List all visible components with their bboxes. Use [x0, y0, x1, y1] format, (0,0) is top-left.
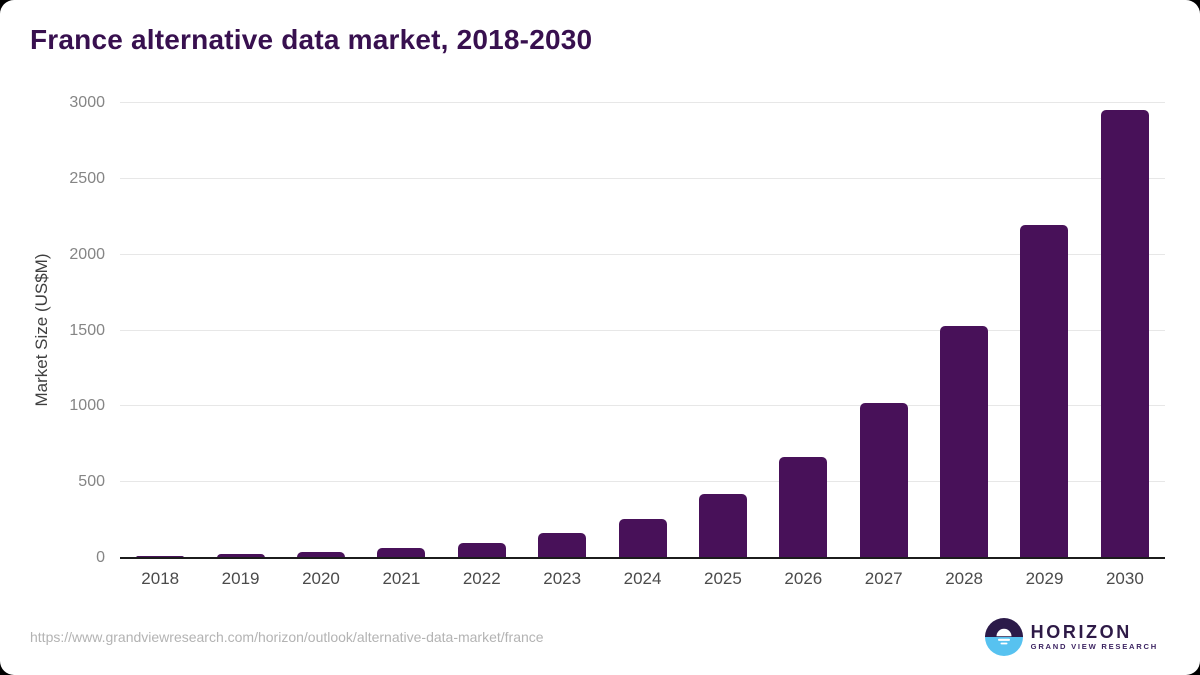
gridline-2000 [120, 253, 1165, 255]
bar-cell-2024: 2024 [602, 103, 682, 588]
x-tick-label-2022: 2022 [462, 569, 501, 588]
x-tick-label-2027: 2027 [864, 569, 903, 588]
x-tick-label-2026: 2026 [784, 569, 823, 588]
bar-2028 [940, 325, 989, 558]
gridline-2500 [120, 177, 1165, 179]
bar-cell-2021: 2021 [361, 103, 441, 588]
bar-2025 [698, 494, 747, 558]
bar-2029 [1020, 224, 1069, 558]
bar-2019 [216, 553, 265, 558]
brand-tagline: GRAND VIEW RESEARCH [1030, 642, 1158, 651]
bar-cell-2028: 2028 [924, 103, 1004, 588]
page-title: France alternative data market, 2018-203… [30, 24, 593, 55]
logo-sky-half [984, 618, 1023, 637]
x-tick-label-2018: 2018 [141, 569, 180, 588]
gridline-1000 [120, 405, 1165, 407]
bar-cell-2019: 2019 [200, 103, 280, 588]
logo-sea-half [984, 637, 1023, 656]
x-tick-label-2023: 2023 [543, 569, 582, 588]
bar-2018 [136, 555, 185, 558]
brand-name: HORIZON [1030, 622, 1132, 642]
y-axis-ticks: 0 500 1000 1500 2000 2500 3000 [0, 94, 105, 566]
gridline-500 [120, 481, 1165, 483]
gridline-3000 [120, 102, 1165, 103]
bar-cell-2025: 2025 [683, 103, 763, 588]
x-tick-label-2021: 2021 [382, 569, 421, 588]
bar-cell-2018: 2018 [120, 103, 200, 588]
x-tick-label-2029: 2029 [1025, 569, 1064, 588]
bar-2024 [618, 518, 667, 558]
bar-2027 [859, 403, 908, 558]
logo-sun [996, 628, 1012, 637]
y-tick-label-1000: 1000 [69, 397, 105, 415]
gridline-1500 [120, 329, 1165, 331]
bar-cell-2026: 2026 [763, 103, 843, 588]
plot-area: 2018 2019 2020 2021 2022 2023 2024 2025 2026 2027… [120, 102, 1165, 588]
y-tick-label-500: 500 [78, 473, 105, 491]
bar-2026 [779, 456, 828, 558]
bar-2020 [296, 551, 345, 558]
bar-cell-2027: 2027 [844, 103, 924, 588]
horizon-sun-circle-icon [984, 618, 1023, 656]
y-tick-label-2000: 2000 [69, 245, 105, 263]
bar-2030 [1100, 110, 1149, 558]
source-url: https://www.grandviewresearch.com/horizo… [30, 629, 544, 645]
x-tick-label-2019: 2019 [221, 569, 260, 588]
x-axis-line [120, 557, 1165, 559]
gridlines [120, 102, 1165, 558]
y-tick-label-3000: 3000 [69, 94, 105, 111]
bar-2022 [457, 543, 506, 558]
bar-cell-2029: 2029 [1004, 103, 1084, 588]
bar-cell-2023: 2023 [522, 103, 602, 588]
logo-reflection-2 [1000, 642, 1008, 645]
bar-cell-2020: 2020 [281, 103, 361, 588]
x-tick-label-2028: 2028 [945, 569, 984, 588]
x-tick-label-2025: 2025 [704, 569, 742, 588]
logo-reflection-1 [997, 638, 1010, 641]
bar-2023 [538, 533, 587, 558]
brand-text: HORIZON GRAND VIEW RESEARCH [1031, 622, 1158, 652]
y-tick-label-1500: 1500 [69, 321, 105, 339]
x-tick-label-2024: 2024 [623, 569, 662, 588]
y-tick-label-2500: 2500 [69, 169, 105, 187]
bar-2021 [377, 548, 426, 558]
bar-cell-2030: 2030 [1085, 103, 1165, 588]
bars-row: 2018 2019 2020 2021 2022 2023 2024 2025 2026 2027… [120, 103, 1165, 588]
y-tick-label-0: 0 [96, 549, 105, 566]
brand-logo-group: HORIZON GRAND VIEW RESEARCH [984, 618, 1158, 656]
bar-cell-2022: 2022 [442, 103, 522, 588]
x-tick-label-2030: 2030 [1105, 569, 1144, 588]
x-tick-label-2020: 2020 [302, 569, 340, 588]
